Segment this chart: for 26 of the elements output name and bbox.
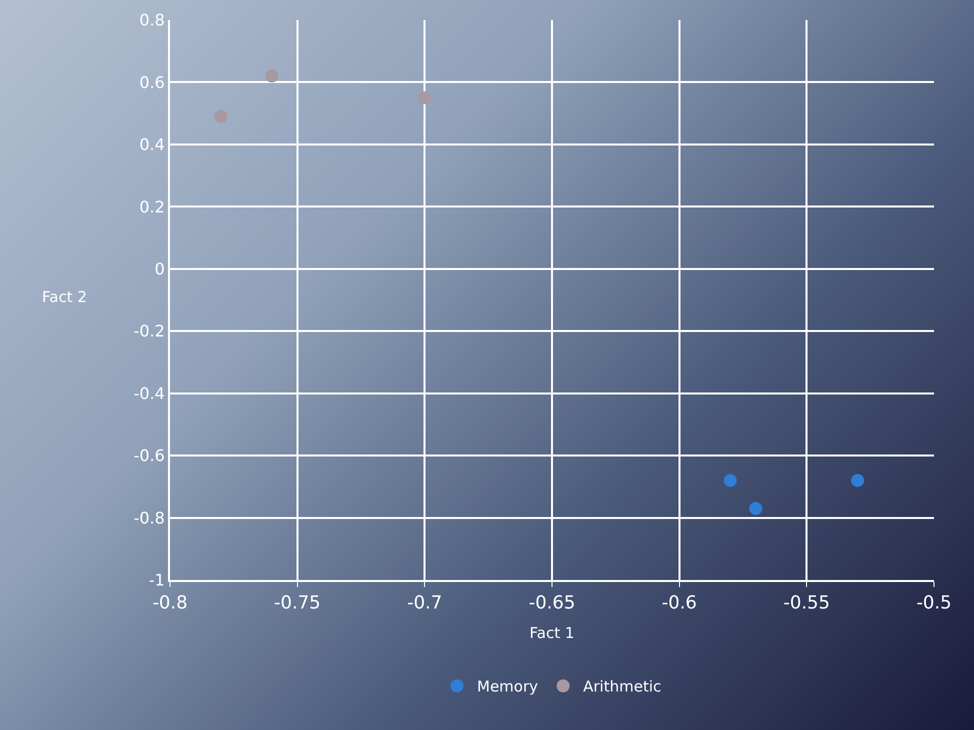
x-tick-label: -0.6 xyxy=(662,592,697,614)
x-tick-label: -0.5 xyxy=(916,592,952,614)
y-tick-label: 0.4 xyxy=(139,135,165,154)
x-tick-label: -0.75 xyxy=(274,592,321,614)
y-tick-label: -0.2 xyxy=(134,322,165,341)
y-tick-label: 0 xyxy=(154,259,165,278)
x-tick-label: -0.7 xyxy=(407,592,442,614)
y-tick-label: -0.4 xyxy=(134,384,165,403)
x-axis-title: Fact 1 xyxy=(530,624,574,642)
y-tick-label: 0.8 xyxy=(139,10,165,30)
legend-label: Arithmetic xyxy=(583,678,662,696)
point xyxy=(749,502,762,515)
y-axis-title: Fact 2 xyxy=(42,288,87,306)
y-tick-label: -0.6 xyxy=(134,446,165,466)
x-tick-label: -0.65 xyxy=(528,592,576,614)
y-tick-label: 0.2 xyxy=(139,197,165,216)
legend-label: Memory xyxy=(477,678,538,696)
x-tick-label: -0.55 xyxy=(783,592,830,614)
point xyxy=(851,474,864,487)
y-tick-label: -0.8 xyxy=(134,508,165,528)
y-tick-label: -1 xyxy=(148,570,165,590)
point xyxy=(418,91,432,104)
y-tick-label: 0.6 xyxy=(139,72,165,92)
point xyxy=(724,474,737,487)
point xyxy=(265,70,278,82)
point xyxy=(214,110,228,123)
